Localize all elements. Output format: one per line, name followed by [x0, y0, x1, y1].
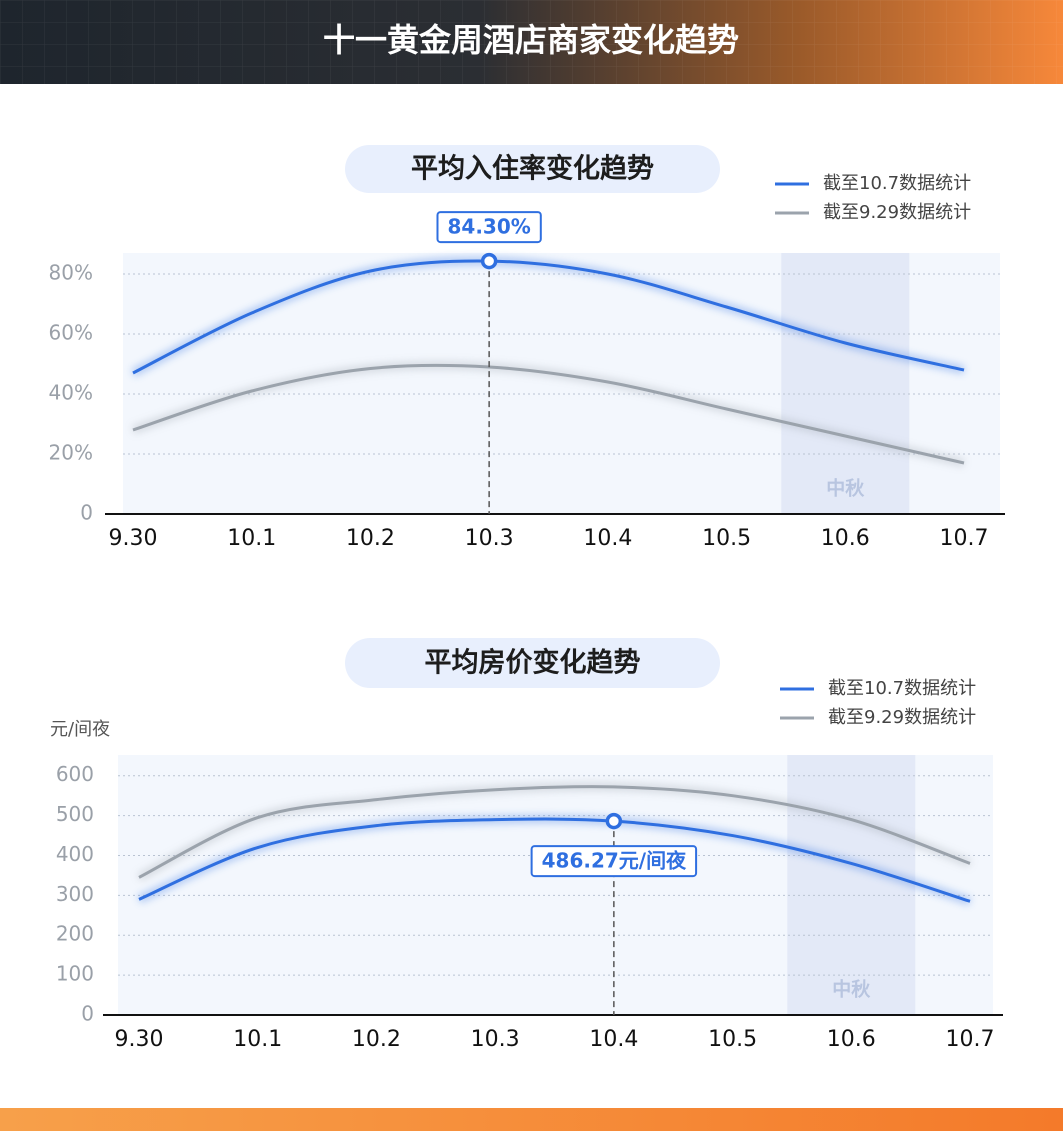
y-tick-label: 400: [56, 842, 94, 866]
x-tick-label: 10.7: [946, 1027, 995, 1052]
y-axis-unit: 元/间夜: [50, 719, 110, 740]
y-tick-label: 20%: [49, 441, 93, 465]
legend-label: 截至9.29数据统计: [828, 707, 976, 728]
highlight-band: [787, 755, 916, 1015]
chart-title: 平均房价变化趋势: [425, 647, 641, 679]
y-tick-label: 80%: [49, 261, 93, 285]
highlight-label: 中秋: [826, 477, 865, 500]
marker: [605, 812, 623, 830]
value-label: 486.27元/间夜: [542, 849, 687, 873]
y-tick-label: 100: [56, 962, 94, 986]
y-tick-label: 300: [56, 882, 94, 906]
x-tick-label: 10.5: [702, 526, 751, 551]
legend-label: 截至9.29数据统计: [823, 202, 971, 223]
y-tick-label: 0: [81, 1002, 94, 1026]
y-tick-label: 0: [80, 501, 93, 525]
x-tick-label: 10.6: [827, 1027, 876, 1052]
marker: [480, 252, 498, 270]
legend-label: 截至10.7数据统计: [823, 173, 971, 194]
y-tick-label: 60%: [49, 321, 93, 345]
value-label: 84.30%: [447, 215, 530, 239]
header-grid: [0, 0, 1063, 84]
page-title: 十一黄金周酒店商家变化趋势: [323, 21, 739, 59]
x-tick-label: 10.5: [708, 1027, 757, 1052]
x-tick-label: 10.4: [589, 1027, 638, 1052]
y-tick-label: 200: [56, 922, 94, 946]
x-tick-label: 10.1: [233, 1027, 282, 1052]
subtitle-pill: [345, 638, 720, 688]
x-tick-label: 10.6: [821, 526, 870, 551]
highlight-label: 中秋: [832, 978, 871, 1001]
x-tick-label: 10.2: [352, 1027, 401, 1052]
series-line: [138, 817, 971, 903]
chart-title: 平均入住率变化趋势: [411, 153, 654, 185]
y-tick-label: 500: [56, 802, 94, 826]
x-tick-label: 10.1: [227, 526, 276, 551]
y-tick-label: 600: [56, 762, 94, 786]
x-tick-label: 10.3: [465, 526, 514, 551]
footer-band: [0, 1108, 1063, 1131]
x-tick-label: 10.3: [471, 1027, 520, 1052]
series-line: [132, 363, 965, 465]
value-label-box: [436, 211, 542, 244]
value-label-box: [530, 845, 698, 878]
x-tick-label: 9.30: [109, 526, 158, 551]
x-tick-label: 10.4: [583, 526, 632, 551]
x-tick-label: 10.2: [346, 526, 395, 551]
highlight-band: [781, 253, 910, 514]
series-line: [132, 259, 965, 375]
x-tick-label: 9.30: [115, 1027, 164, 1052]
y-tick-label: 40%: [49, 381, 93, 405]
subtitle-pill: [345, 145, 720, 193]
x-tick-label: 10.7: [940, 526, 989, 551]
legend-label: 截至10.7数据统计: [828, 678, 976, 699]
series-line: [138, 785, 971, 879]
